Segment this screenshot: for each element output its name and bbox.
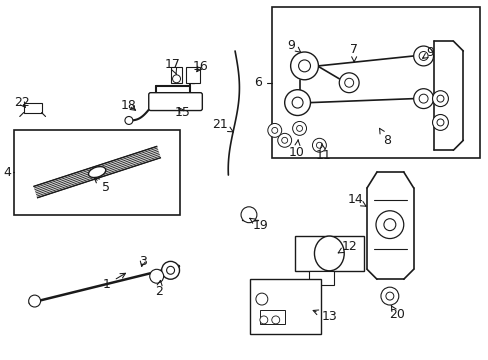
- Circle shape: [432, 91, 447, 107]
- Circle shape: [172, 75, 180, 83]
- Bar: [249, 279, 321, 334]
- Circle shape: [149, 269, 163, 283]
- Circle shape: [124, 117, 133, 125]
- Text: 9: 9: [287, 39, 300, 53]
- Circle shape: [271, 316, 279, 324]
- Bar: [271, 7, 479, 158]
- Circle shape: [418, 94, 427, 103]
- Circle shape: [375, 211, 403, 239]
- Circle shape: [166, 266, 174, 274]
- Text: 8: 8: [379, 128, 390, 147]
- Text: 17: 17: [164, 58, 180, 74]
- Circle shape: [436, 95, 443, 102]
- Text: 22: 22: [14, 96, 30, 109]
- Text: 9: 9: [422, 46, 434, 59]
- Text: 20: 20: [388, 306, 404, 321]
- Bar: [24, 103, 41, 113]
- Text: 10: 10: [288, 140, 304, 159]
- Circle shape: [29, 295, 41, 307]
- Text: 5: 5: [94, 178, 110, 194]
- Text: 11: 11: [315, 143, 330, 162]
- Circle shape: [385, 292, 393, 300]
- Ellipse shape: [88, 167, 105, 177]
- Text: 3: 3: [139, 255, 146, 268]
- FancyBboxPatch shape: [148, 93, 202, 111]
- Text: 4: 4: [3, 166, 11, 179]
- Bar: [309, 271, 334, 285]
- Circle shape: [312, 138, 325, 152]
- Circle shape: [281, 137, 287, 143]
- Circle shape: [316, 142, 322, 148]
- Circle shape: [413, 89, 433, 109]
- Circle shape: [271, 127, 277, 133]
- Text: 15: 15: [174, 106, 190, 119]
- Circle shape: [277, 133, 291, 147]
- Text: 18: 18: [121, 99, 137, 112]
- Circle shape: [296, 125, 302, 131]
- Ellipse shape: [314, 236, 344, 271]
- Bar: [170, 67, 182, 83]
- Circle shape: [255, 293, 267, 305]
- Circle shape: [241, 207, 256, 223]
- Circle shape: [339, 73, 358, 93]
- Text: 12: 12: [337, 240, 356, 253]
- Bar: [259, 310, 284, 324]
- Bar: [14, 130, 180, 215]
- Bar: [186, 67, 200, 83]
- Circle shape: [162, 261, 179, 279]
- Circle shape: [284, 90, 310, 116]
- Circle shape: [413, 46, 433, 66]
- Circle shape: [418, 51, 427, 60]
- Circle shape: [267, 123, 281, 137]
- Text: 16: 16: [192, 60, 208, 73]
- Bar: [294, 235, 364, 271]
- Circle shape: [383, 219, 395, 231]
- Circle shape: [259, 316, 267, 324]
- Circle shape: [292, 121, 306, 135]
- Text: 6: 6: [253, 76, 261, 89]
- Circle shape: [290, 52, 318, 80]
- Circle shape: [436, 119, 443, 126]
- Text: 1: 1: [103, 273, 125, 291]
- Text: 14: 14: [346, 193, 366, 206]
- Circle shape: [380, 287, 398, 305]
- Text: 21: 21: [212, 118, 233, 132]
- Text: 19: 19: [249, 218, 268, 232]
- Circle shape: [291, 97, 303, 108]
- Text: 7: 7: [349, 42, 357, 62]
- Circle shape: [298, 60, 310, 72]
- Circle shape: [432, 114, 447, 130]
- Circle shape: [344, 78, 353, 87]
- Text: 13: 13: [312, 310, 337, 323]
- Text: 2: 2: [154, 280, 163, 298]
